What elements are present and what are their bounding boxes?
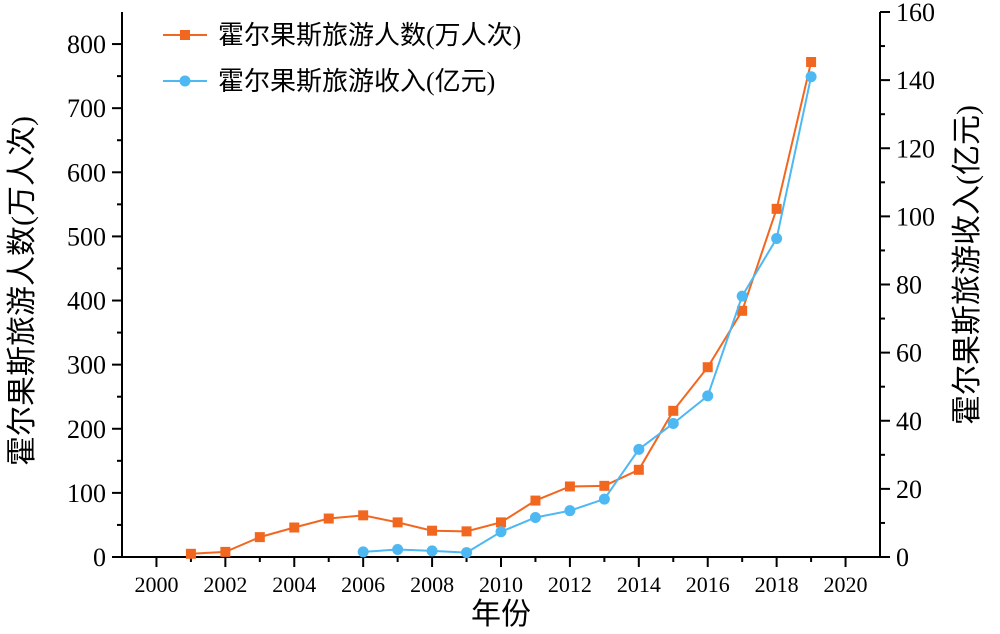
series-1-point xyxy=(805,71,817,83)
x-tick-label: 2018 xyxy=(755,572,799,597)
legend-label-tourists: 霍尔果斯旅游人数(万人次) xyxy=(218,21,521,50)
left-y-tick-label: 800 xyxy=(67,30,106,59)
left-y-tick-label: 500 xyxy=(67,222,106,251)
series-0-point xyxy=(358,510,369,521)
x-tick-label: 2014 xyxy=(617,572,661,597)
series-0-point xyxy=(530,495,541,506)
right-y-tick-label: 20 xyxy=(896,475,922,504)
left-y-tick-label: 0 xyxy=(93,543,106,572)
x-tick-label: 2004 xyxy=(272,572,316,597)
right-y-tick-label: 40 xyxy=(896,407,922,436)
series-0-point xyxy=(185,548,196,559)
series-1-point xyxy=(564,505,576,517)
right-y-tick-label: 60 xyxy=(896,339,922,368)
x-tick-label: 2006 xyxy=(341,572,385,597)
left-y-ticks: 0 100 200 300 400 500 600 700 800 xyxy=(67,30,122,572)
series-line-1 xyxy=(363,76,813,554)
right-y-axis-title: 霍尔果斯旅游收入(亿元) xyxy=(951,105,984,425)
series-1-point xyxy=(667,417,679,429)
series-0-point xyxy=(323,513,334,524)
x-tick-label: 2016 xyxy=(686,572,730,597)
x-tick-label: 2020 xyxy=(824,572,868,597)
series-0-point xyxy=(254,532,265,543)
left-y-tick-label: 600 xyxy=(67,158,106,187)
left-y-tick-label: 100 xyxy=(67,479,106,508)
left-y-tick-label: 400 xyxy=(67,287,106,316)
series-1-point xyxy=(392,544,404,556)
series-0-point xyxy=(564,481,575,492)
series-1-point xyxy=(529,511,541,523)
right-y-tick-label: 100 xyxy=(896,202,935,231)
series-1-point xyxy=(598,493,610,505)
series-0-point xyxy=(427,525,438,536)
x-axis-title: 年份 xyxy=(471,598,531,631)
x-ticks: 2000 2002 2004 2006 2008 2010 2012 2014 2016 2018… xyxy=(134,557,868,597)
right-y-tick-label: 0 xyxy=(896,543,909,572)
series-1-point xyxy=(426,545,438,557)
series-line-0 xyxy=(190,61,813,555)
left-y-tick-label: 300 xyxy=(67,351,106,380)
series-0-point xyxy=(461,526,472,537)
series-0-point xyxy=(806,57,817,68)
series-layer xyxy=(185,57,817,559)
left-y-axis-title: 霍尔果斯旅游人数(万人次) xyxy=(6,116,39,466)
legend-item-revenue: 霍尔果斯旅游收入(亿元) xyxy=(163,67,495,96)
series-0-point xyxy=(702,362,713,373)
series-1-point xyxy=(633,443,645,455)
series-1-point xyxy=(357,546,369,558)
series-1-point xyxy=(736,290,748,302)
left-y-tick-label: 200 xyxy=(67,415,106,444)
legend-label-revenue: 霍尔果斯旅游收入(亿元) xyxy=(218,67,495,96)
series-0-point xyxy=(392,517,403,528)
series-0-point xyxy=(599,480,610,491)
series-0-point xyxy=(220,546,231,557)
right-y-tick-label: 160 xyxy=(896,0,935,27)
series-1-point xyxy=(461,547,473,559)
x-tick-label: 2002 xyxy=(203,572,247,597)
right-y-tick-label: 120 xyxy=(896,134,935,163)
x-tick-label: 2012 xyxy=(548,572,592,597)
series-0-point xyxy=(771,203,782,214)
series-0-point xyxy=(496,517,506,528)
series-1-point xyxy=(702,390,714,402)
series-0-point xyxy=(289,522,300,533)
left-y-tick-label: 700 xyxy=(67,94,106,123)
right-y-ticks: 0 20 40 60 80 100 120 140 160 xyxy=(880,0,935,572)
series-1-point xyxy=(771,233,783,245)
legend-item-tourists: 霍尔果斯旅游人数(万人次) xyxy=(163,21,521,50)
x-tick-label: 2000 xyxy=(134,572,178,597)
x-tick-label: 2008 xyxy=(410,572,454,597)
legend: 霍尔果斯旅游人数(万人次) 霍尔果斯旅游收入(亿元) xyxy=(163,21,521,96)
legend-marker-revenue xyxy=(179,75,191,87)
series-0-point xyxy=(668,405,679,416)
series-0-point xyxy=(633,464,644,475)
series-0-point xyxy=(737,305,748,316)
x-tick-label: 2010 xyxy=(479,572,523,597)
series-1-point xyxy=(495,526,507,538)
right-y-tick-label: 80 xyxy=(896,271,922,300)
legend-marker-tourists xyxy=(180,30,190,40)
right-y-tick-label: 140 xyxy=(896,66,935,95)
